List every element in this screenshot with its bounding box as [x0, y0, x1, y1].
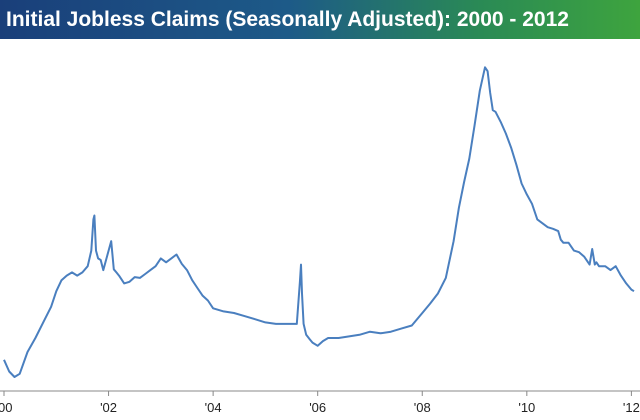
x-tick-label: '12 [623, 400, 640, 415]
x-tick-label: '10 [518, 400, 535, 415]
x-tick-label: '06 [309, 400, 326, 415]
title-bar: Initial Jobless Claims (Seasonally Adjus… [0, 0, 640, 39]
chart-title: Initial Jobless Claims (Seasonally Adjus… [6, 8, 569, 31]
x-tick-label: '08 [414, 400, 431, 415]
x-tick-label: '02 [100, 400, 117, 415]
series-line [3, 66, 635, 378]
x-axis-tick-marks [3, 391, 632, 396]
x-tick-label: '04 [205, 400, 222, 415]
x-axis-tick-labels: '00 '02 '04 '06 '08 '10 '12 [0, 400, 640, 415]
x-tick-label: '00 [0, 400, 12, 415]
